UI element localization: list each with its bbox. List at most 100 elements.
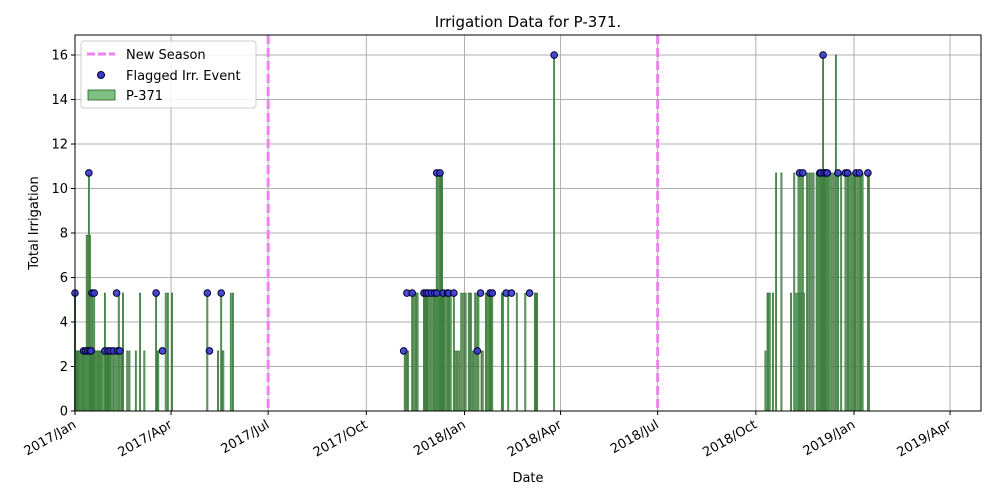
legend-box [80,40,257,109]
irrigation-bar [486,292,488,412]
flagged-event-markers [71,51,872,355]
irrigation-bar [222,350,225,412]
irrigation-bar [768,292,771,412]
irrigation-bar [840,172,843,412]
irrigation-bar [143,350,146,412]
irrigation-bar [806,172,808,412]
irrigation-bar [854,172,856,412]
flagged-event-marker [432,289,441,297]
flagged-event-marker [436,169,444,177]
irrigation-bar [790,292,792,412]
irrigation-bar [101,350,104,412]
y-tick-label: 12 [51,138,68,153]
legend: New Season Flagged Irr. Event P-371 [80,40,257,109]
flagged-event-marker [476,289,485,297]
x-axis-label: Date [512,471,543,486]
flagged-event-marker [834,169,842,177]
irrigation-bar [832,172,835,412]
irrigation-bar [449,292,452,412]
irrigation-bar [491,292,494,412]
irrigation-bar [868,172,870,412]
irrigation-bar [118,350,121,412]
irrigation-bar [427,292,430,412]
irrigation-bar [481,350,484,412]
chart-title: Irrigation Data for P-371. [435,13,621,31]
y-tick-label: 4 [60,316,68,331]
irrigation-bar [157,350,160,412]
irrigation-bar [462,292,465,412]
flagged-event-marker [90,289,99,297]
irrigation-bar [810,172,813,412]
flagged-event-marker [116,347,124,355]
irrigation-bar [524,292,527,412]
flagged-event-marker [864,169,872,177]
irrigation-bar [808,172,811,412]
irrigation-bar [430,292,433,412]
flagged-event-marker [488,289,497,297]
irrigation-bar [848,172,851,412]
flagged-event-marker [87,347,95,355]
legend-bar-swatch [87,89,116,101]
y-tick-label: 2 [60,360,68,375]
irrigation-bar [553,54,556,412]
y-tick-label: 16 [51,49,68,64]
irrigation-bar [793,172,796,412]
flagged-event-marker [203,289,212,297]
irrigation-bar [502,292,504,412]
flagged-event-marker [855,169,864,177]
irrigation-bar [232,292,234,412]
y-tick-label: 0 [60,405,68,420]
legend-flagged-label: Flagged Irr. Event [126,69,241,84]
irrigation-bar [861,172,864,412]
irrigation-bar [456,350,458,412]
flagged-event-marker [819,51,827,59]
irrigation-bar [134,350,137,412]
irrigation-bar [830,172,833,412]
irrigation-bar [113,350,116,412]
irrigation-bar [407,350,409,412]
legend-new-season-label: New Season [126,48,206,63]
flagged-event-marker [450,289,458,297]
flagged-event-marker [843,169,852,177]
irrigation-bar [454,350,456,412]
irrigation-bar [802,292,805,412]
irrigation-bar [780,172,783,412]
irrigation-bar [110,350,113,412]
irrigation-bar [115,350,118,412]
flagged-event-marker [85,169,93,177]
irrigation-bar [812,172,815,412]
irrigation-bar [772,292,774,412]
y-axis-ticks: 0 2 4 6 8 10 12 14 16 [51,49,75,420]
irrigation-bar [470,292,472,412]
flagged-event-marker [798,169,807,177]
irrigation-bar [764,350,767,412]
flagged-event-marker [205,347,214,355]
flagged-event-marker [507,289,516,297]
irrigation-bar [844,172,847,412]
y-tick-label: 8 [60,227,68,242]
irrigation-bar [856,172,859,412]
irrigation-bar [507,292,510,412]
irrigation-bar [795,292,798,412]
irrigation-bar [458,350,461,412]
irrigation-bar [128,350,131,412]
irrigation-bar [126,350,129,412]
irrigation-bar [850,172,853,412]
flagged-event-marker [550,51,558,59]
flagged-event-marker [473,347,482,355]
flagged-event-marker [217,289,225,297]
irrigation-bar [166,292,169,412]
flagged-event-marker [408,289,417,297]
irrigation-bar [171,292,174,412]
irrigation-bar [775,172,778,412]
flagged-event-marker [158,347,167,355]
new-season-lines [266,35,660,411]
legend-bar-label: P-371 [126,89,163,104]
irrigation-bar [837,172,839,412]
irrigation-bar [229,292,232,412]
y-tick-label: 6 [60,271,68,286]
irrigation-bar [464,292,467,412]
irrigation-bar [444,292,447,412]
irrigation-bar [139,292,141,412]
